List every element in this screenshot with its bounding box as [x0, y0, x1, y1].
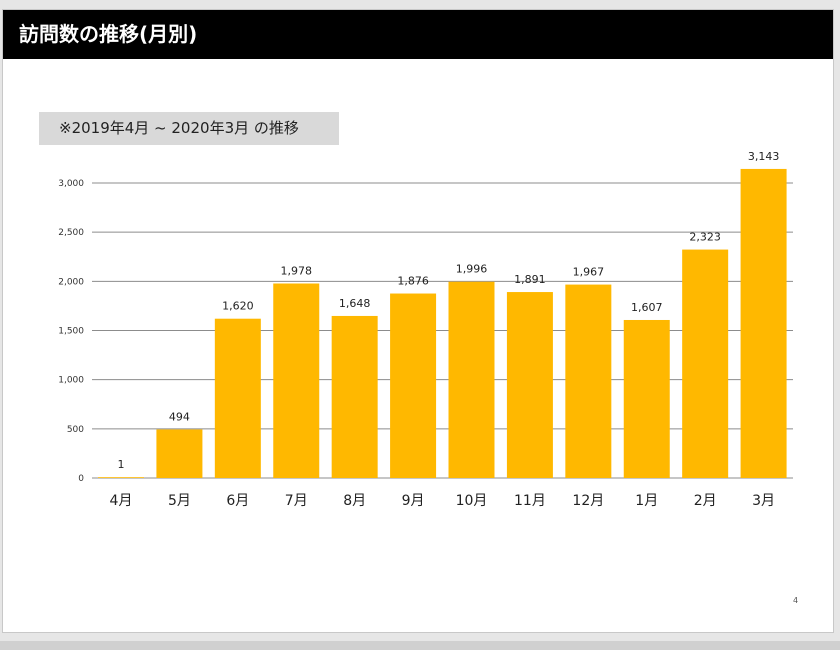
x-tick-label: 11月 [514, 493, 546, 509]
x-tick-label: 8月 [343, 493, 366, 509]
y-tick-label: 1,000 [58, 376, 84, 386]
bar [273, 283, 320, 478]
bottom-strip [0, 641, 840, 650]
bar [506, 292, 553, 478]
y-tick-label: 2,000 [58, 277, 84, 287]
page-number: 4 [793, 596, 799, 605]
x-tick-label: 2月 [694, 493, 717, 509]
y-tick-label: 2,500 [58, 228, 84, 238]
data-label: 1,648 [339, 297, 371, 310]
x-tick-label: 10月 [456, 493, 488, 509]
x-tick-label: 4月 [110, 493, 133, 509]
data-label: 1,607 [631, 301, 663, 314]
bar [156, 429, 203, 478]
bar [623, 319, 670, 478]
y-tick-label: 0 [78, 474, 84, 484]
x-tick-label: 6月 [226, 493, 249, 509]
x-tick-label: 3月 [752, 493, 775, 509]
data-label: 1,967 [573, 266, 605, 279]
bar [682, 249, 729, 478]
y-tick-label: 3,000 [58, 179, 84, 189]
bar [98, 477, 144, 478]
page-title: 訪問数の推移(月別) [19, 22, 198, 46]
data-label: 494 [169, 410, 190, 423]
data-label: 1,996 [456, 263, 488, 276]
data-label: 1,891 [514, 273, 546, 286]
bar [740, 168, 787, 478]
x-tick-label: 9月 [402, 493, 425, 509]
bar [448, 281, 495, 478]
data-label: 2,323 [689, 231, 721, 244]
x-tick-label: 5月 [168, 493, 191, 509]
bar [565, 284, 612, 478]
bar [390, 293, 437, 478]
y-tick-label: 500 [67, 425, 84, 435]
data-label: 1 [118, 458, 125, 471]
subtitle-box: ※2019年4月 ~ 2020年3月 の推移 [39, 112, 339, 145]
bar [331, 315, 378, 478]
bar [214, 318, 261, 478]
data-label: 3,143 [748, 150, 780, 163]
data-label: 1,620 [222, 300, 254, 313]
x-tick-label: 7月 [285, 493, 308, 509]
data-label: 1,978 [281, 264, 313, 277]
y-tick-label: 1,500 [58, 327, 84, 337]
data-label: 1,876 [397, 275, 429, 288]
x-tick-label: 1月 [635, 493, 658, 509]
x-tick-label: 12月 [572, 493, 604, 509]
title-bar: 訪問数の推移(月別) [3, 10, 833, 59]
chart-subtitle: ※2019年4月 ~ 2020年3月 の推移 [59, 119, 299, 137]
